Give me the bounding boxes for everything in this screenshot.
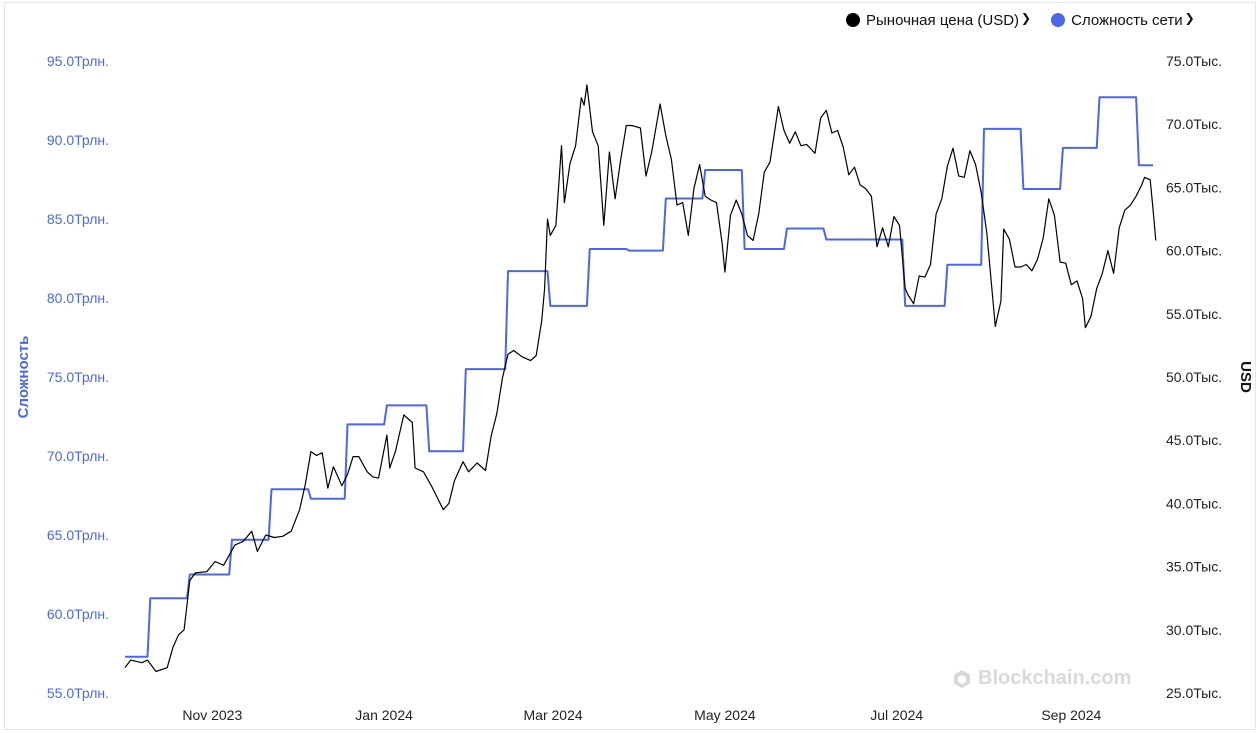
- chevron-down-icon: ❯: [1184, 11, 1195, 25]
- chart-frame: [4, 2, 1256, 730]
- left-tick-label: 55.0Трлн.: [47, 685, 109, 701]
- right-tick-label: 55.0Тыс.: [1166, 306, 1222, 322]
- right-tick-label: 75.0Тыс.: [1166, 53, 1222, 69]
- series-layer: [124, 84, 1157, 673]
- blockchain-logo-icon: [954, 669, 970, 688]
- x-axis: Nov 2023 Jan 2024 Mar 2024 May 2024 Jul 2024…: [182, 707, 1101, 723]
- right-tick-label: 45.0Тыс.: [1166, 432, 1222, 448]
- right-tick-label: 35.0Тыс.: [1166, 559, 1222, 575]
- right-tick-label: 30.0Тыс.: [1166, 622, 1222, 638]
- left-tick-label: 75.0Трлн.: [47, 369, 109, 385]
- left-tick-label: 95.0Трлн.: [47, 53, 109, 69]
- legend-item-price[interactable]: Рыночная цена (USD) ❯: [846, 11, 1032, 29]
- left-axis: 55.0Трлн. 60.0Трлн. 65.0Трлн. 70.0Трлн. 75.0…: [47, 53, 109, 701]
- right-tick-label: 40.0Тыс.: [1166, 495, 1222, 511]
- right-axis-title: USD: [1237, 361, 1254, 393]
- watermark-text: Blockchain.com: [978, 667, 1132, 689]
- x-tick-label: Jan 2024: [355, 707, 413, 723]
- price-series-line: [124, 84, 1157, 673]
- legend-difficulty-label: Сложность сети: [1071, 11, 1183, 29]
- right-tick-label: 60.0Тыс.: [1166, 243, 1222, 259]
- right-tick-label: 65.0Тыс.: [1166, 179, 1222, 195]
- legend-price-label: Рыночная цена (USD): [866, 11, 1020, 29]
- left-tick-label: 90.0Трлн.: [47, 132, 109, 148]
- blockchain-watermark: Blockchain.com: [952, 667, 1131, 690]
- legend: Рыночная цена (USD) ❯ Сложность сети ❯: [846, 10, 1215, 30]
- price-dot-icon: [846, 13, 860, 27]
- left-tick-label: 60.0Трлн.: [47, 606, 109, 622]
- x-tick-label: Sep 2024: [1041, 707, 1101, 723]
- x-tick-label: Nov 2023: [182, 707, 242, 723]
- chevron-down-icon: ❯: [1021, 11, 1032, 25]
- left-axis-title: Сложность: [15, 336, 32, 419]
- legend-item-difficulty[interactable]: Сложность сети ❯: [1051, 11, 1195, 29]
- difficulty-series-line: [125, 96, 1153, 658]
- right-tick-label: 25.0Тыс.: [1166, 685, 1222, 701]
- left-tick-label: 70.0Трлн.: [47, 448, 109, 464]
- left-tick-label: 85.0Трлн.: [47, 211, 109, 227]
- right-tick-label: 50.0Тыс.: [1166, 369, 1222, 385]
- x-tick-label: Mar 2024: [524, 707, 583, 723]
- difficulty-dot-icon: [1051, 13, 1066, 27]
- left-tick-label: 80.0Трлн.: [47, 290, 109, 306]
- right-axis: 25.0Тыс. 30.0Тыс. 35.0Тыс. 40.0Тыс. 45.0Тыс.…: [1166, 53, 1222, 701]
- left-tick-label: 65.0Трлн.: [47, 527, 109, 543]
- x-tick-label: May 2024: [694, 707, 756, 723]
- x-tick-label: Jul 2024: [870, 707, 923, 723]
- right-tick-label: 70.0Тыс.: [1166, 116, 1222, 132]
